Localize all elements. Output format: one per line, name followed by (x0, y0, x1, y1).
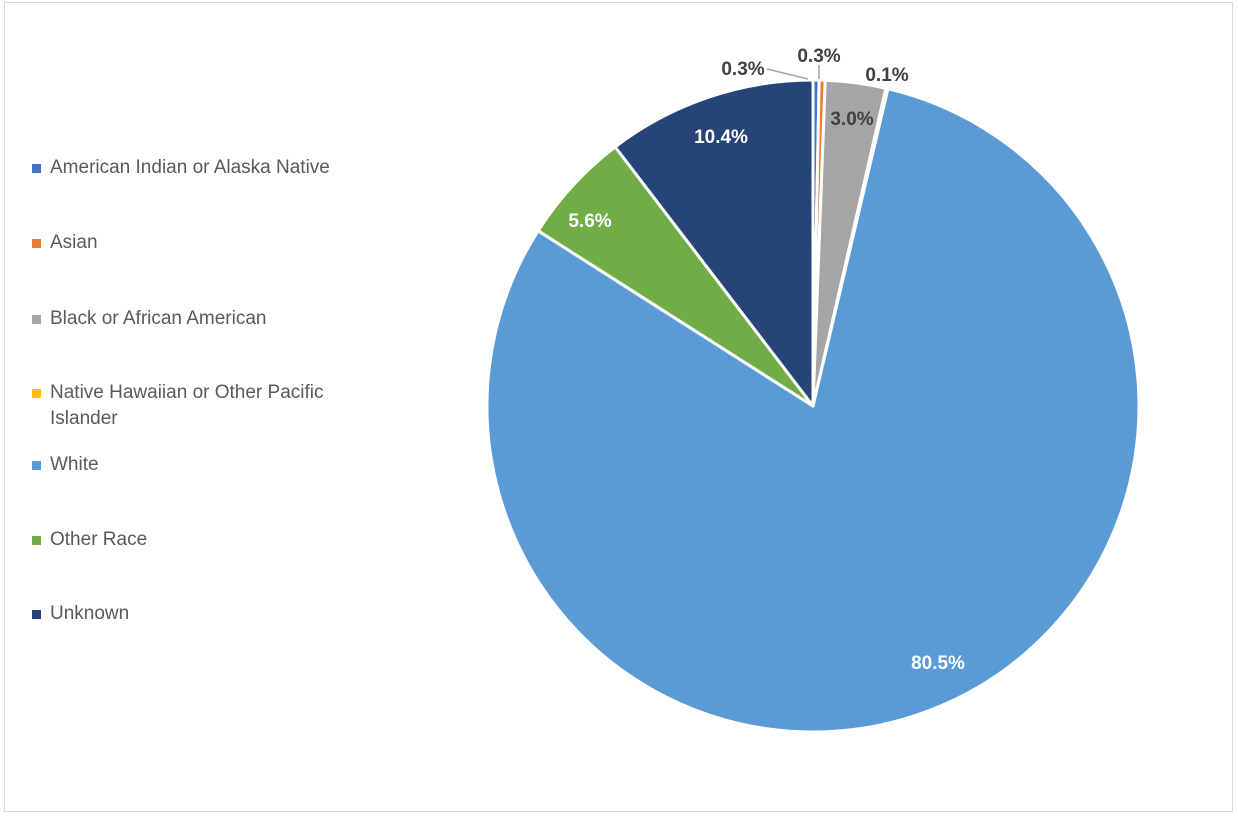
legend-label-unknown: Unknown (50, 603, 130, 624)
pie-slice-unknown (613, 78, 815, 408)
data-label-other-race: 5.6% (568, 211, 611, 232)
legend-label-black: Black or African American (50, 308, 267, 329)
legend-swatch-american-indian (32, 164, 41, 173)
legend-item-white: White (32, 452, 380, 478)
legend-swatch-native-hawaiian (32, 389, 41, 398)
pie-slice-white (485, 87, 1141, 734)
legend-label-white: White (50, 454, 99, 475)
data-label-asian: 0.3% (797, 46, 840, 67)
legend-label-asian: Asian (50, 232, 98, 253)
data-label-native-hawaiian: 0.1% (865, 65, 908, 86)
legend-item-american-indian: American Indian or Alaska Native (32, 155, 380, 181)
legend-item-native-hawaiian: Native Hawaiian or Other Pacific Islande… (32, 380, 380, 432)
data-label-white: 80.5% (911, 653, 965, 674)
data-label-black: 3.0% (830, 109, 873, 130)
legend-item-asian: Asian (32, 230, 380, 256)
leader-line-american-indian (766, 68, 809, 80)
legend-swatch-asian (32, 239, 41, 248)
data-label-american-indian: 0.3% (721, 59, 764, 80)
data-label-unknown: 10.4% (694, 127, 748, 148)
legend-label-american-indian: American Indian or Alaska Native (50, 157, 330, 178)
legend-swatch-other-race (32, 536, 41, 545)
legend-swatch-unknown (32, 610, 41, 619)
legend-label-other-race: Other Race (50, 529, 148, 550)
legend-label-native-hawaiian: Native Hawaiian or Other Pacific Islande… (50, 382, 324, 429)
legend-item-other-race: Other Race (32, 527, 380, 553)
legend-swatch-white (32, 461, 41, 470)
legend-swatch-black (32, 315, 41, 324)
legend-item-black: Black or African American (32, 306, 380, 332)
legend-item-unknown: Unknown (32, 601, 380, 627)
